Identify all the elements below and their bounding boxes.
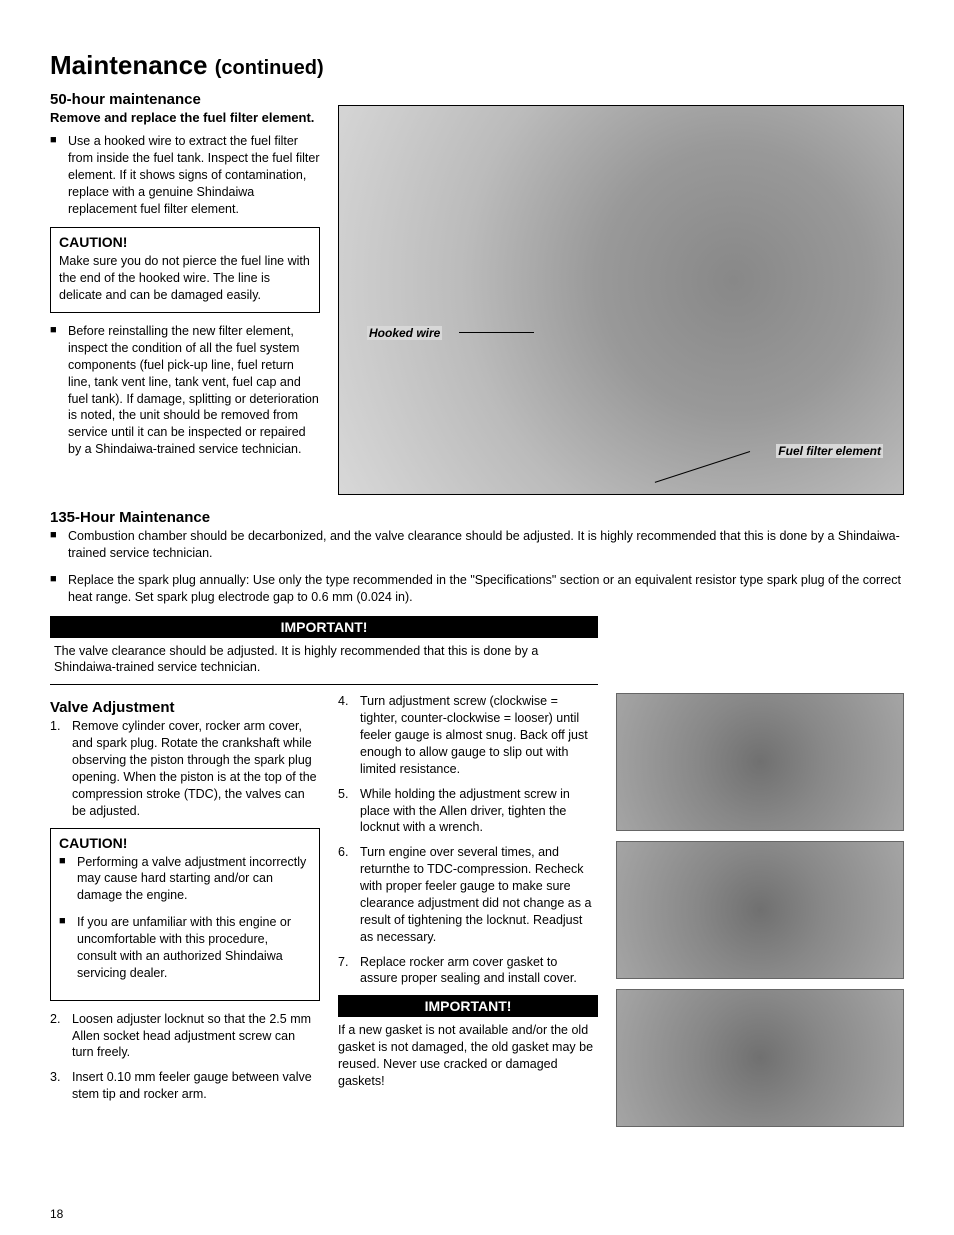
leader-line-icon [655,451,750,483]
fifty-hour-bullet: Before reinstalling the new filter eleme… [50,323,320,458]
page-number: 18 [50,1207,63,1221]
one-thirty-five-section: 135-Hour Maintenance Combustion chamber … [50,509,904,685]
fuel-filter-figure: Hooked wire Fuel filter element [338,105,904,495]
fifty-hour-bullet: Use a hooked wire to extract the fuel fi… [50,133,320,217]
valve-col-mid: Turn adjustment screw (clockwise = tight… [338,693,598,1127]
one-thirty-five-heading: 135-Hour Maintenance [50,509,904,526]
important-bar-gasket: IMPORTANT! [338,995,598,1017]
valve-col-left: Valve Adjustment Remove cylinder cover, … [50,693,320,1127]
fifty-hour-bullets-2: Before reinstalling the new filter eleme… [50,323,320,458]
caution-box-valve: CAUTION! Performing a valve adjustment i… [50,828,320,1001]
step-item: Replace rocker arm cover gasket to assur… [338,954,598,988]
list-item: If you are unfamiliar with this engine o… [59,914,311,982]
valve-image-2 [616,841,904,979]
page-title: Maintenance (continued) [50,50,904,81]
figure-label-filter-element: Fuel filter element [776,444,883,458]
step-item: Insert 0.10 mm feeler gauge between valv… [50,1069,320,1103]
caution-title: CAUTION! [59,234,311,250]
important-bar: IMPORTANT! [50,616,598,638]
caution-text: Make sure you do not pierce the fuel lin… [59,253,311,304]
valve-images-column [616,693,904,1127]
caution-title: CAUTION! [59,835,311,851]
important-text: The valve clearance should be adjusted. … [50,638,598,686]
valve-image-3 [616,989,904,1127]
list-item: Replace the spark plug annually: Use onl… [50,572,904,606]
step-item: Turn engine over several times, and retu… [338,844,598,945]
valve-heading: Valve Adjustment [50,699,320,716]
leader-line-icon [459,332,534,333]
valve-adjustment-section: Valve Adjustment Remove cylinder cover, … [50,693,904,1127]
step-item: Loosen adjuster locknut so that the 2.5 … [50,1011,320,1062]
top-section: 50-hour maintenance Remove and replace t… [50,85,904,495]
valve-steps-b: Turn adjustment screw (clockwise = tight… [338,693,598,987]
step-item: While holding the adjustment screw in pl… [338,786,598,837]
fifty-hour-subheading: Remove and replace the fuel filter eleme… [50,110,320,125]
list-item: Combustion chamber should be decarbonize… [50,528,904,562]
fifty-hour-heading: 50-hour maintenance [50,91,320,108]
list-item: Performing a valve adjustment incorrectl… [59,854,311,905]
valve-image-1 [616,693,904,831]
step-item: Turn adjustment screw (clockwise = tight… [338,693,598,777]
step-item: Remove cylinder cover, rocker arm cover,… [50,718,320,819]
fifty-hour-bullets: Use a hooked wire to extract the fuel fi… [50,133,320,217]
valve-steps-a2: Loosen adjuster locknut so that the 2.5 … [50,1011,320,1103]
important-valve-block: IMPORTANT! The valve clearance should be… [50,616,904,686]
one-thirty-five-bullets: Combustion chamber should be decarbonize… [50,528,904,606]
important-text-gasket: If a new gasket is not available and/or … [338,1017,598,1090]
valve-steps-a: Remove cylinder cover, rocker arm cover,… [50,718,320,819]
caution-bullets: Performing a valve adjustment incorrectl… [59,854,311,982]
title-suffix: (continued) [215,57,324,79]
title-main: Maintenance [50,50,208,80]
fifty-hour-column: 50-hour maintenance Remove and replace t… [50,85,320,495]
caution-box-fuel: CAUTION! Make sure you do not pierce the… [50,227,320,313]
figure-label-hooked-wire: Hooked wire [367,326,442,340]
